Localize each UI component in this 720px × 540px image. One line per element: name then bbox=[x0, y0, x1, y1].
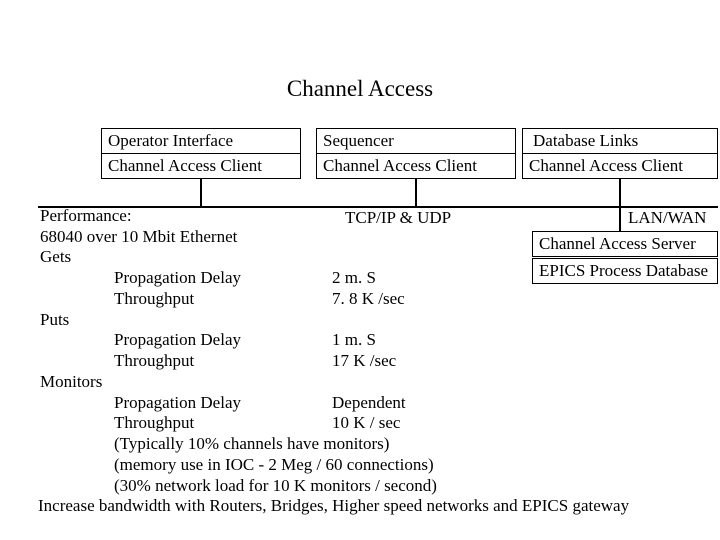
connector-line bbox=[619, 179, 621, 207]
perf-key: Throughput bbox=[114, 289, 332, 310]
perf-note: (30% network load for 10 K monitors / se… bbox=[40, 476, 700, 497]
perf-monitors-throughput: Throughput 10 K / sec bbox=[40, 413, 700, 434]
connector-line bbox=[415, 179, 417, 207]
top-row: Operator Interface Sequencer Database Li… bbox=[101, 128, 718, 154]
cell-sequencer: Sequencer bbox=[316, 128, 516, 154]
perf-key: Propagation Delay bbox=[114, 268, 332, 289]
perf-val: 10 K / sec bbox=[332, 413, 400, 434]
perf-val: 7. 8 K /sec bbox=[332, 289, 405, 310]
cell-ca-client-c: Channel Access Client bbox=[522, 153, 718, 179]
perf-val: 17 K /sec bbox=[332, 351, 396, 372]
cell-database-links: Database Links bbox=[522, 128, 718, 154]
page-title: Channel Access bbox=[0, 76, 720, 102]
perf-key: Throughput bbox=[114, 413, 332, 434]
performance-block: Performance: 68040 over 10 Mbit Ethernet… bbox=[40, 206, 700, 517]
cell-operator-interface: Operator Interface bbox=[101, 128, 301, 154]
perf-monitors-label: Monitors bbox=[40, 372, 700, 393]
perf-key: Throughput bbox=[114, 351, 332, 372]
perf-val: Dependent bbox=[332, 393, 406, 414]
perf-monitors-delay: Propagation Delay Dependent bbox=[40, 393, 700, 414]
perf-subheader: 68040 over 10 Mbit Ethernet bbox=[40, 227, 700, 248]
perf-gets-delay: Propagation Delay 2 m. S bbox=[40, 268, 700, 289]
perf-footer: Increase bandwidth with Routers, Bridges… bbox=[38, 496, 700, 517]
connector-line bbox=[200, 179, 202, 207]
perf-val: 2 m. S bbox=[332, 268, 376, 289]
perf-key: Propagation Delay bbox=[114, 393, 332, 414]
perf-gets-label: Gets bbox=[40, 247, 700, 268]
perf-header: Performance: bbox=[40, 206, 700, 227]
perf-key: Propagation Delay bbox=[114, 330, 332, 351]
perf-puts-delay: Propagation Delay 1 m. S bbox=[40, 330, 700, 351]
client-row: Channel Access Client Channel Access Cli… bbox=[101, 153, 718, 179]
cell-ca-client-a: Channel Access Client bbox=[101, 153, 301, 179]
perf-puts-label: Puts bbox=[40, 310, 700, 331]
perf-note: (Typically 10% channels have monitors) bbox=[40, 434, 700, 455]
perf-val: 1 m. S bbox=[332, 330, 376, 351]
perf-puts-throughput: Throughput 17 K /sec bbox=[40, 351, 700, 372]
perf-gets-throughput: Throughput 7. 8 K /sec bbox=[40, 289, 700, 310]
cell-ca-client-b: Channel Access Client bbox=[316, 153, 516, 179]
perf-note: (memory use in IOC - 2 Meg / 60 connecti… bbox=[40, 455, 700, 476]
